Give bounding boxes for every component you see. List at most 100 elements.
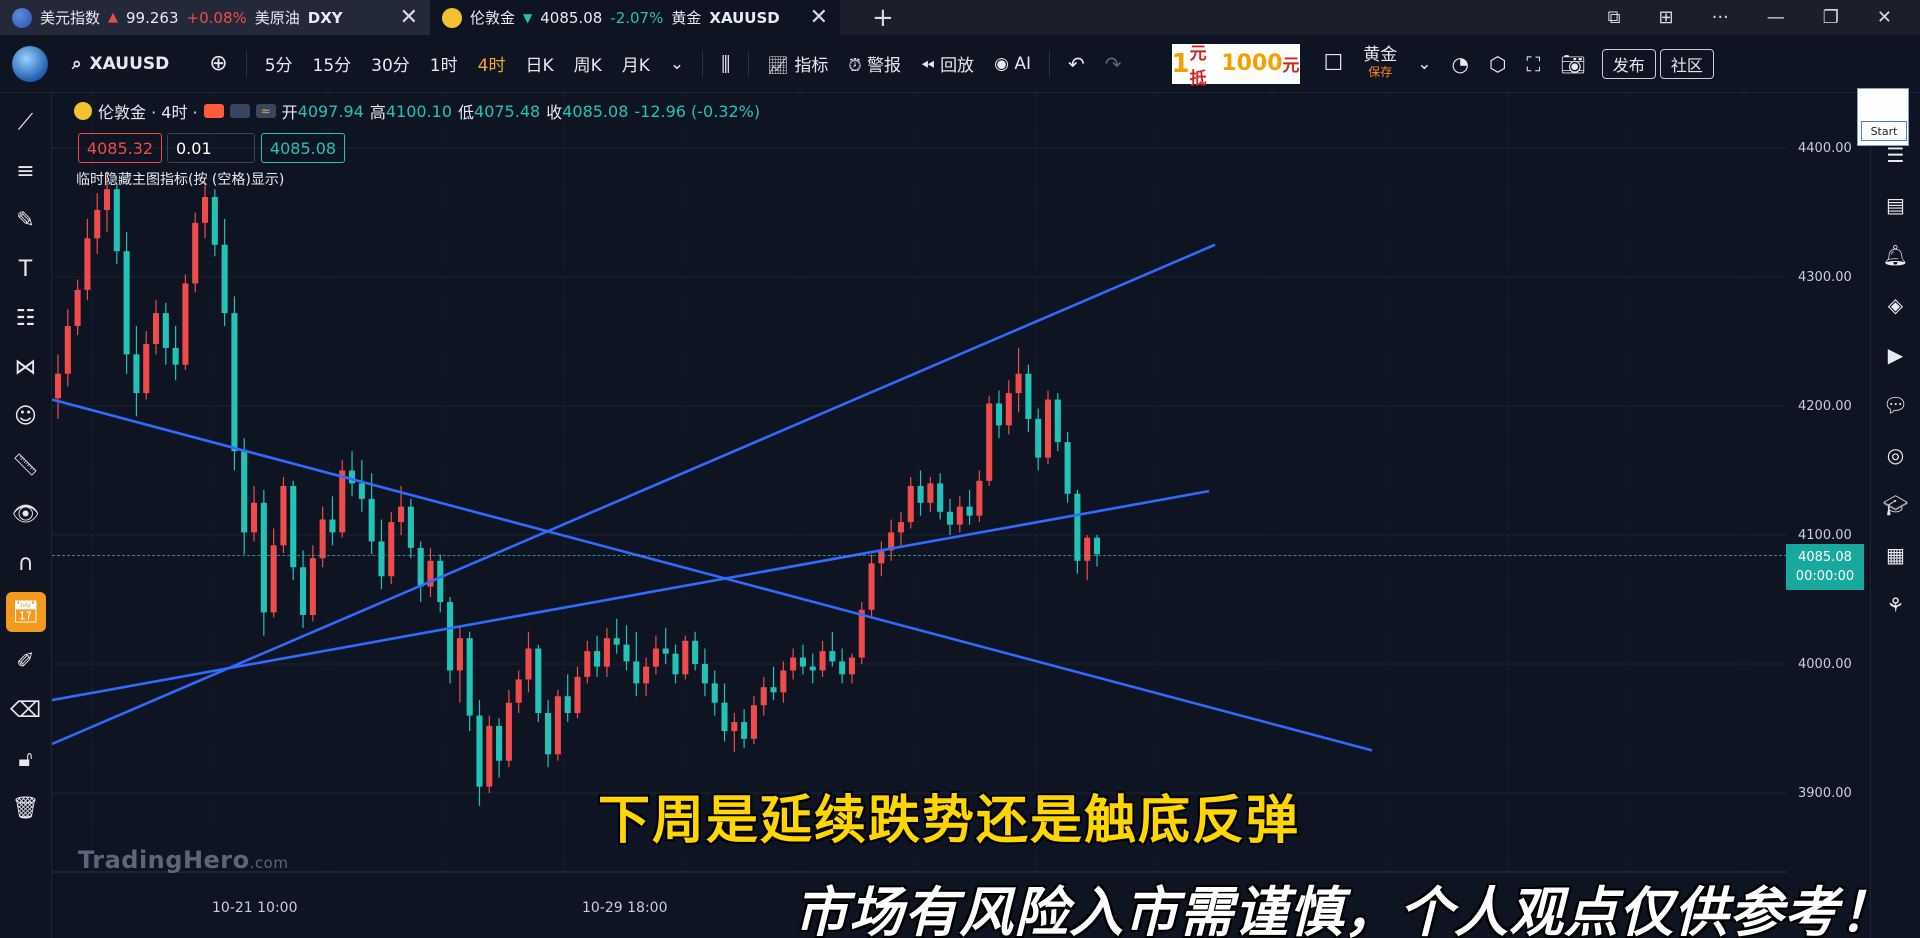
candle-body [437, 560, 444, 603]
tf-day[interactable]: 日K [525, 56, 554, 76]
candle [123, 231, 130, 374]
tab-xauusd[interactable]: 伦敦金 ▼ 4085.08 -2.07% 黄金 XAUUSD ✕ [430, 0, 840, 35]
tf-month[interactable]: 月K [621, 56, 650, 76]
candle-body [1025, 373, 1032, 419]
trendline [52, 489, 1210, 702]
tab-dxy[interactable]: 美元指数 ▲ 99.263 +0.08% 美原油 DXY ✕ [0, 0, 430, 35]
candle [839, 648, 846, 684]
candle [84, 218, 91, 301]
candle-body [152, 313, 160, 345]
candle-body [1035, 418, 1042, 458]
replay-button[interactable]: ⏪︎ 回放 [911, 51, 984, 76]
ai-button[interactable]: ◉ AI [984, 54, 1041, 74]
publish-button[interactable]: 发布 [1601, 48, 1656, 79]
minimize-icon[interactable]: — [1766, 7, 1785, 28]
eye-icon[interactable]: 👁︎ [11, 501, 40, 527]
candle-body [192, 222, 199, 284]
ruler-tool-icon[interactable]: 📏︎ [11, 452, 40, 478]
tf-15m[interactable]: 15分 [312, 56, 352, 76]
target-icon[interactable]: ◎ [1886, 443, 1905, 467]
promo-banner[interactable]: 1 元抵 1000 元 [1171, 43, 1300, 89]
undo-icon[interactable]: ↶ [1067, 51, 1085, 76]
search-icon: ⌕ [72, 53, 82, 74]
camera-icon[interactable]: 📷︎ [1560, 51, 1586, 76]
education-icon[interactable]: 🎓︎ [1882, 493, 1909, 517]
tf-1h[interactable]: 1时 [429, 56, 458, 76]
settings-icon[interactable]: ⬡ [1488, 51, 1507, 76]
bell-icon[interactable]: 🔔︎ [1882, 243, 1909, 267]
candle [192, 212, 199, 293]
candle-body [162, 313, 169, 348]
buy-price-box[interactable]: 4085.08 [261, 133, 345, 163]
fib-tool-icon[interactable]: ☷ [15, 305, 36, 331]
network-icon[interactable]: ⚘ [1886, 593, 1905, 617]
chart-toolbar: ⌕ XAUUSD ⊕ 5分 15分 30分 1时 4时 日K 周K 月K ⌄ ⫼… [0, 35, 1920, 93]
candlestick-type-icon[interactable]: ⫼ [721, 51, 731, 76]
screenshot-icon[interactable]: ⧉ [1607, 7, 1621, 28]
flag-icon[interactable] [203, 104, 224, 118]
lock-icon[interactable]: 🔓︎ [18, 746, 33, 772]
layout-icon[interactable]: ⊞ [1658, 7, 1674, 28]
video-icon[interactable]: ▶ [1887, 343, 1904, 367]
alert-button[interactable]: ⏰︎ 警报 [838, 51, 911, 76]
wave-icon[interactable]: ≈ [255, 104, 276, 118]
app-logo-icon[interactable] [12, 45, 48, 82]
candle [113, 184, 120, 265]
quantity-input[interactable]: 0.01 [167, 133, 255, 163]
new-tab-icon[interactable]: + [872, 2, 894, 33]
tf-4h[interactable]: 4时 [477, 56, 506, 76]
pencil-lock-icon[interactable]: ✐ [16, 648, 35, 674]
trendline-tool-icon[interactable]: ⟋ [17, 109, 34, 135]
chat-icon[interactable]: 💬︎ [1882, 393, 1909, 417]
symbol-search[interactable]: ⌕ XAUUSD [72, 54, 169, 74]
candle [897, 511, 905, 546]
alert-label: 警报 [867, 56, 902, 76]
trash-icon[interactable]: 🗑︎ [11, 795, 40, 821]
maximize-icon[interactable]: ❐ [1822, 7, 1839, 28]
candle-body [564, 696, 571, 714]
chevron-down-icon[interactable]: ⌄ [669, 53, 685, 74]
close-icon[interactable]: ✕ [399, 4, 418, 30]
community-button[interactable]: 社区 [1659, 48, 1714, 79]
calendar-icon[interactable]: 📅︎ [5, 592, 46, 632]
layers-icon[interactable]: ◈ [1887, 293, 1904, 317]
magnet-icon[interactable]: ∩ [17, 550, 34, 576]
candle-body [613, 638, 620, 645]
watermark-brand: TradingHero [78, 846, 250, 874]
chevron-down-icon[interactable]: ⌄ [1417, 53, 1432, 74]
asset-selector[interactable]: 黄金 保存 [1353, 46, 1407, 81]
current-price-line [52, 555, 1787, 556]
sell-price-box[interactable]: 4085.32 [78, 133, 162, 163]
text-tool-icon[interactable]: T [18, 256, 33, 282]
calculator-icon[interactable]: ▦ [1886, 543, 1905, 567]
horizontal-lines-tool-icon[interactable]: ≡ [16, 158, 35, 184]
start-button[interactable]: Start [1857, 88, 1909, 146]
more-icon[interactable]: ··· [1711, 7, 1729, 28]
candle-body [260, 502, 267, 613]
price-chart[interactable] [52, 93, 1818, 893]
indicator-button[interactable]: 📈︎ 指标 [757, 51, 838, 76]
square-icon[interactable]: ☐ [1323, 51, 1344, 76]
candle-body [1005, 393, 1012, 426]
close-window-icon[interactable]: ✕ [1876, 7, 1892, 28]
candle [545, 700, 552, 768]
close-icon[interactable]: ✕ [809, 4, 828, 30]
emoji-tool-icon[interactable]: ☺ [14, 403, 37, 429]
add-symbol-icon[interactable]: ⊕ [209, 51, 228, 76]
open-label: 开 [281, 103, 298, 122]
compare-icon[interactable]: ◔ [1451, 51, 1469, 76]
brush-tool-icon[interactable]: ✎ [16, 207, 35, 233]
minimize-legend-icon[interactable] [229, 104, 250, 118]
candle-body [672, 653, 679, 675]
tf-week[interactable]: 周K [573, 56, 602, 76]
eraser-icon[interactable]: ⌫ [9, 697, 42, 723]
watchlist-icon[interactable]: ☰ [1886, 143, 1905, 167]
candle-body [770, 687, 777, 693]
wallet-icon[interactable]: ▤ [1886, 193, 1905, 217]
fullscreen-icon[interactable]: ⛶ [1526, 51, 1541, 76]
tf-5m[interactable]: 5分 [264, 56, 293, 76]
pattern-tool-icon[interactable]: ⋈ [14, 354, 37, 380]
redo-icon[interactable]: ↷ [1104, 51, 1122, 76]
tf-30m[interactable]: 30分 [371, 56, 410, 76]
low-label: 低 [458, 103, 475, 122]
